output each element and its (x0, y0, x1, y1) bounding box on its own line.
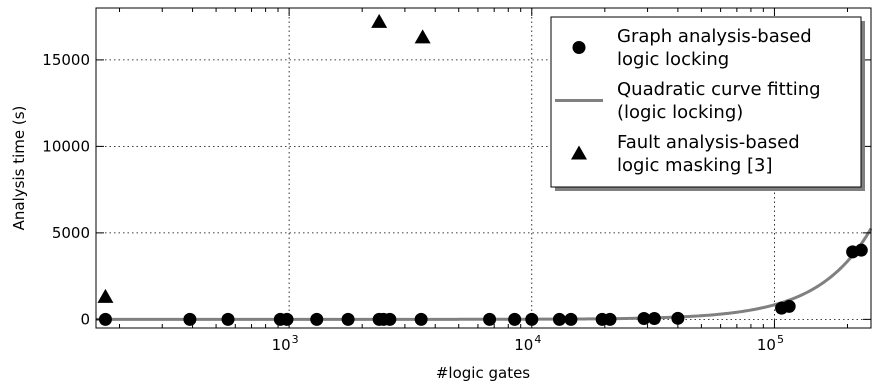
x-axis-label: #logic gates (436, 364, 530, 382)
legend-label-line: Fault analysis-based (617, 132, 800, 153)
y-axis-label: Analysis time (s) (10, 106, 28, 231)
graph-locking-point (782, 299, 796, 313)
graph-locking-point (98, 312, 112, 326)
graph-locking-point (414, 312, 428, 326)
graph-locking-point (508, 312, 522, 326)
x-tick-label: 104 (514, 333, 541, 354)
graph-locking-point (525, 312, 539, 326)
graph-locking-point (564, 312, 578, 326)
graph-locking-point (854, 243, 868, 257)
graph-locking-point (552, 312, 566, 326)
graph-locking-point (183, 312, 197, 326)
legend-circle-marker (572, 41, 586, 54)
legend-label-line: logic masking [3] (617, 155, 772, 176)
y-tick-label: 5000 (52, 224, 90, 242)
x-tick-exponent: 5 (777, 333, 784, 346)
graph-locking-point (671, 311, 685, 325)
y-tick-label: 0 (80, 310, 90, 328)
data-points (97, 13, 868, 326)
graph-locking-point (310, 312, 324, 326)
x-tick-exponent: 4 (534, 333, 541, 346)
x-tick-label: 105 (757, 333, 784, 354)
legend-label-line: (logic locking) (617, 102, 743, 123)
legend-label-line: Graph analysis-based (617, 26, 812, 47)
fault-masking-point (414, 29, 431, 44)
graph-locking-point (603, 312, 617, 326)
graph-locking-point (221, 312, 235, 326)
fault-masking-point (97, 288, 114, 303)
graph-locking-point (483, 312, 497, 326)
graph-locking-point (341, 312, 355, 326)
fault-masking-point (371, 13, 388, 28)
legend-label-line: logic locking (617, 49, 729, 70)
legend-triangle-marker (571, 145, 587, 160)
y-tick-label: 10000 (42, 137, 90, 155)
graph-locking-point (383, 312, 397, 326)
graph-locking-point (280, 312, 294, 326)
legend-label-line: Quadratic curve fitting (617, 79, 821, 100)
x-tick-exponent: 3 (292, 333, 299, 346)
graph-locking-point (647, 311, 661, 325)
plot-frame (95, 7, 872, 329)
axis-ticks: 103 104 105 0 5000 10000 15000 (42, 8, 871, 354)
y-tick-label: 15000 (42, 51, 90, 69)
graph-locking-point (637, 311, 651, 325)
x-tick-label: 103 (272, 333, 299, 354)
